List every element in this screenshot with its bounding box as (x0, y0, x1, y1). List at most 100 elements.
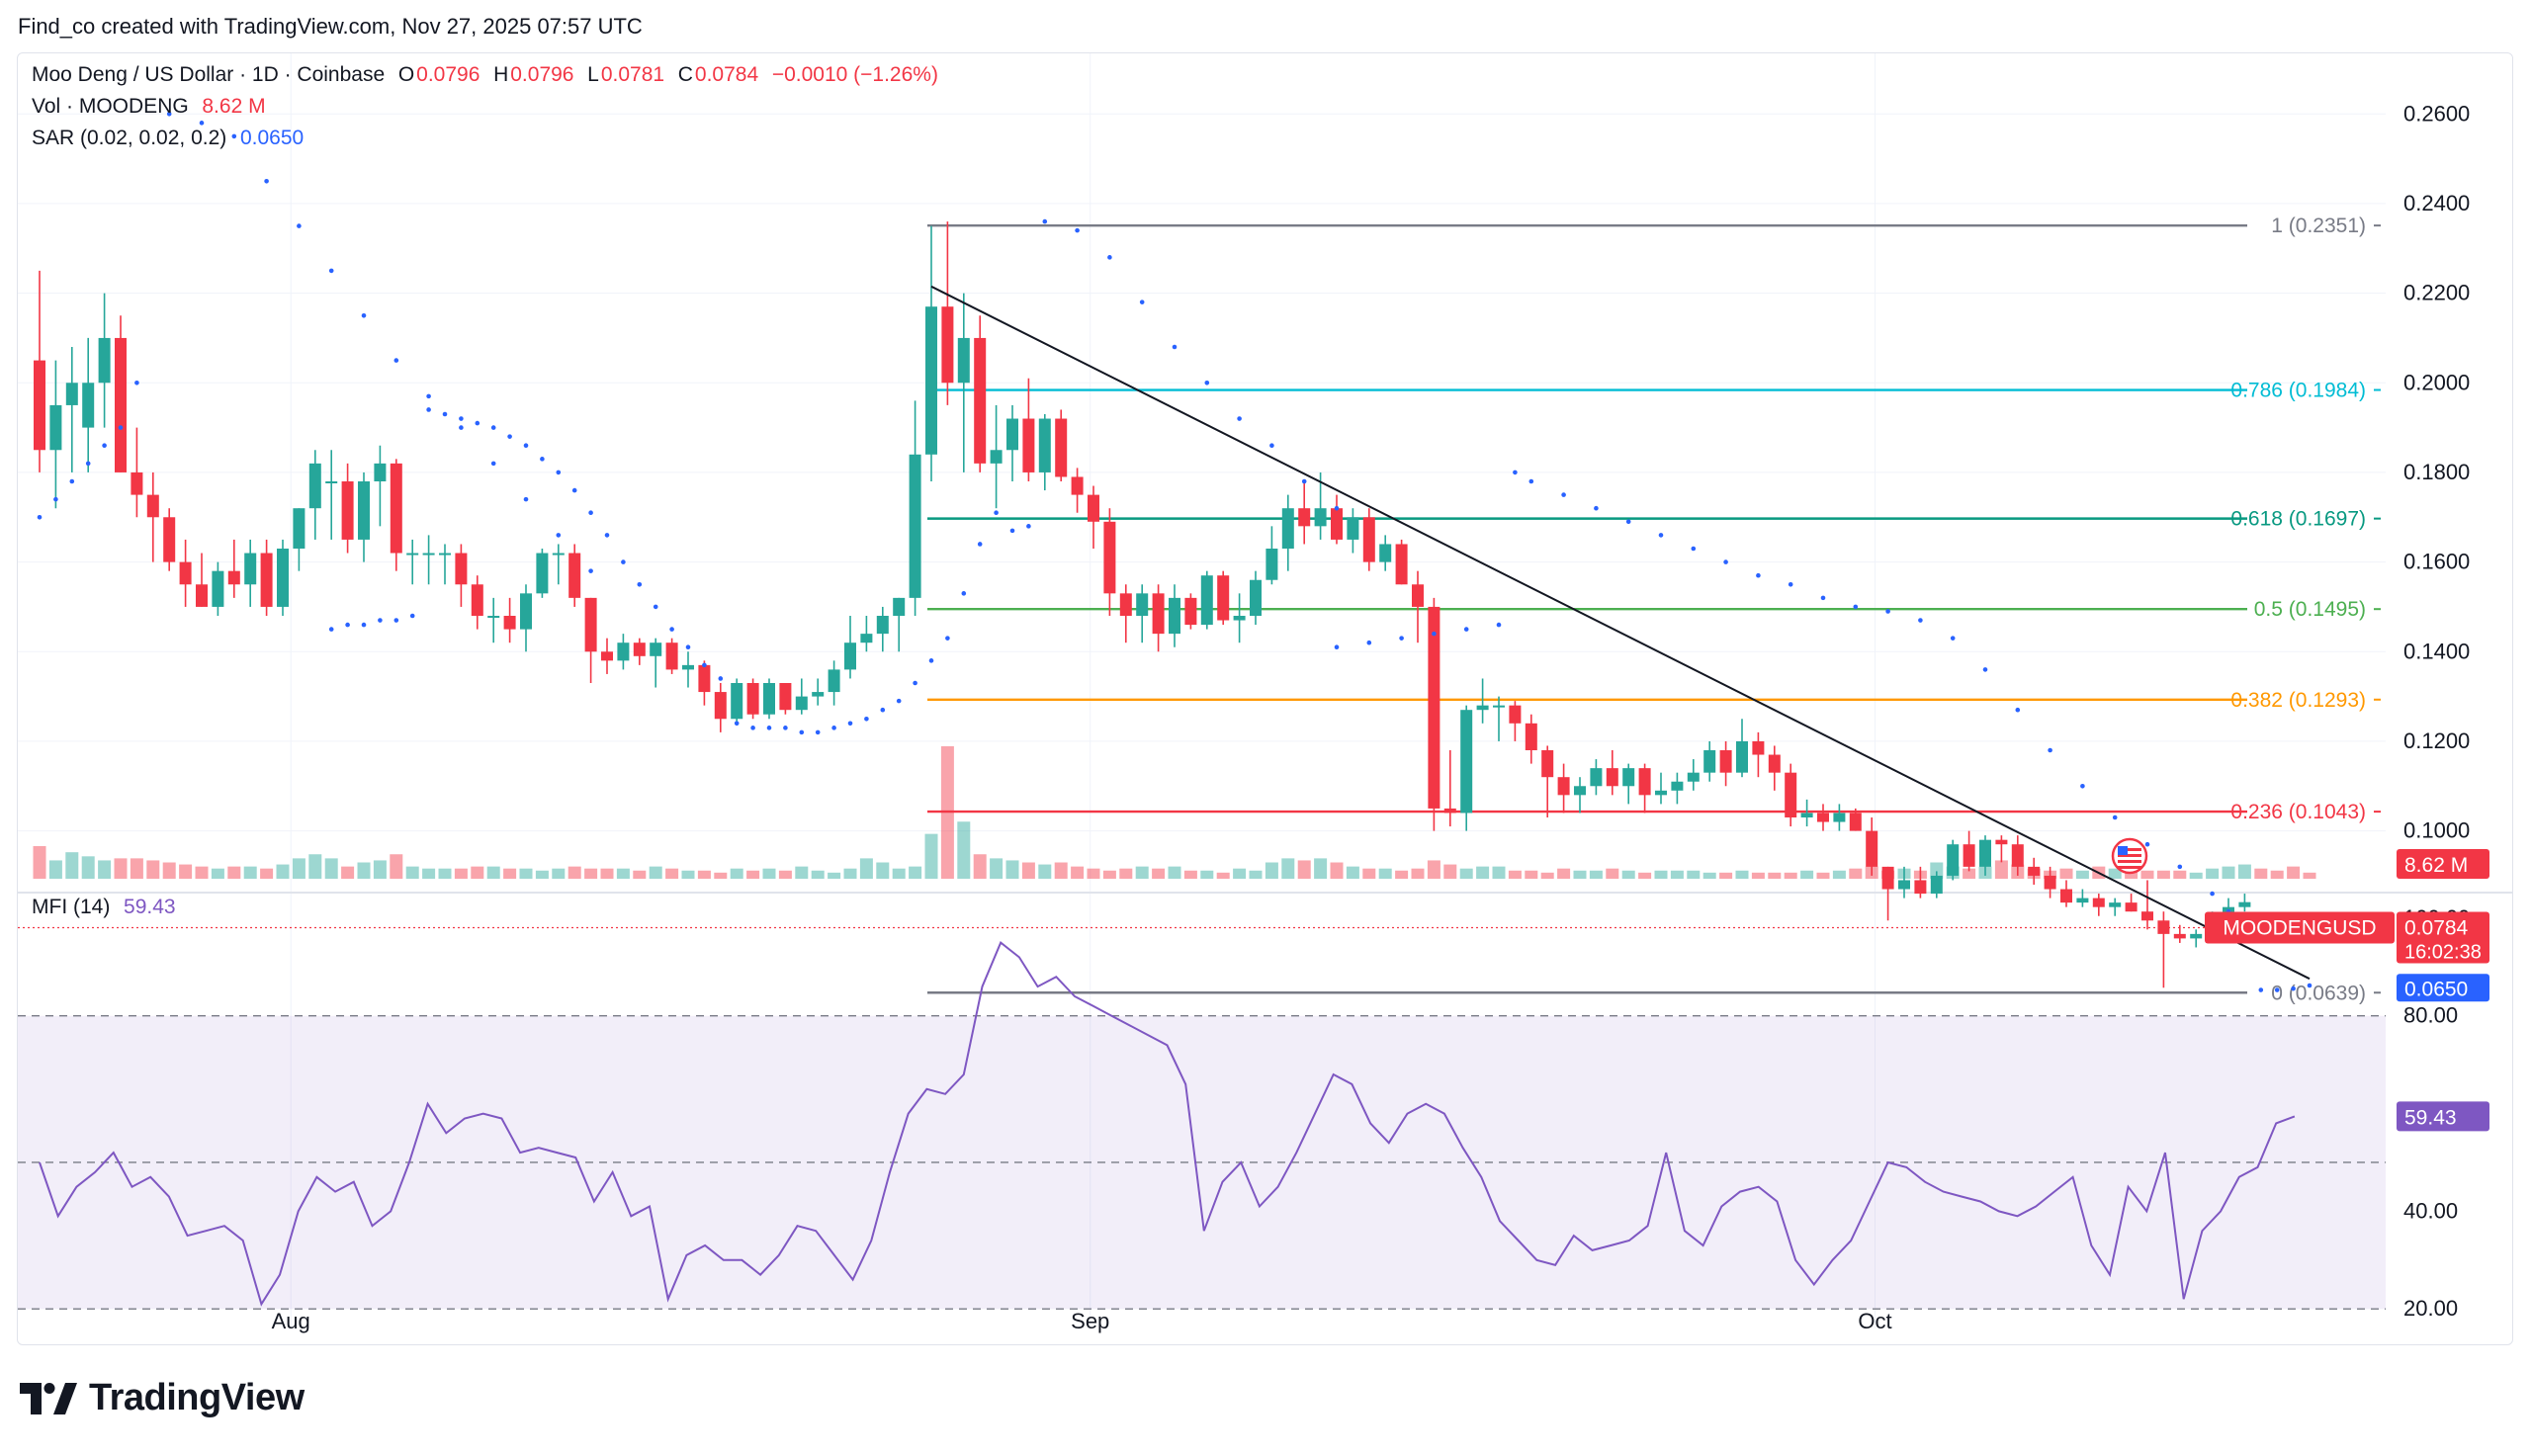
candle-down (2044, 875, 2056, 890)
sar-dot (734, 721, 740, 727)
volume-bar (486, 866, 500, 879)
sar-dot (896, 698, 902, 704)
high-label: H (493, 63, 509, 86)
price-axis-label: 0.2600 (2403, 101, 2470, 126)
volume-bar (714, 872, 728, 879)
sar-dot (1918, 618, 1923, 623)
fib-level-label: 0.236 (0.1043) (2230, 801, 2366, 823)
sar-dot (1009, 528, 1015, 534)
candle-up (358, 481, 370, 540)
low-label: L (587, 63, 599, 86)
volume-bar (1476, 866, 1490, 879)
candle-up (293, 508, 305, 549)
sar-dot (2177, 864, 2183, 870)
volume-bar (1411, 868, 1425, 879)
volume-bar (1784, 872, 1797, 879)
volume-bar (1249, 870, 1263, 879)
chart-frame: 1 (0.2351) 0.786 (0.1984) 0.618 (0.1697) 0.… (17, 52, 2513, 1345)
sar-dot (1658, 533, 1664, 538)
candle-up (374, 463, 387, 481)
sar-dot (1172, 344, 1178, 350)
candle-down (390, 463, 402, 554)
volume-bar (1119, 868, 1133, 879)
us-flag-stripe (2118, 860, 2141, 863)
fib-level-label: 0.618 (0.1697) (2230, 508, 2366, 531)
volume-bar (1135, 866, 1149, 879)
volume-bar (1378, 868, 1392, 879)
sar-dot (1237, 416, 1242, 421)
candle-up (1493, 705, 1505, 708)
volume-bar (81, 856, 95, 879)
sar-dot (718, 676, 724, 681)
sar-layer (37, 111, 2313, 992)
sar-dot (977, 542, 983, 547)
sar-dot (85, 461, 91, 467)
candle-down (115, 337, 127, 472)
candle-up (1736, 740, 1748, 773)
volume-bar (1265, 862, 1278, 879)
volume-bar (1930, 862, 1944, 879)
sar-dot (669, 627, 674, 632)
sar-dot (961, 591, 967, 596)
candle-down (665, 642, 678, 670)
time-axis-label: Aug (272, 1309, 310, 1333)
sar-dot (2112, 814, 2118, 820)
us-flag-canton (2118, 846, 2128, 855)
volume-bar (1508, 870, 1522, 879)
candle-up (682, 664, 694, 670)
chart-canvas[interactable]: 1 (0.2351) 0.786 (0.1984) 0.618 (0.1697) 0.… (18, 53, 2512, 1344)
volume-badge (2397, 849, 2489, 879)
candle-down (1963, 844, 1975, 867)
sar-dot (1625, 519, 1631, 525)
volume-bar (2303, 872, 2316, 879)
sar-dot (847, 721, 853, 727)
candle-down (1152, 593, 1165, 635)
candle-down (1849, 813, 1862, 831)
candle-down (1217, 575, 1230, 621)
low-value: 0.0781 (600, 63, 665, 86)
open-value: 0.0796 (416, 63, 480, 86)
price-axis-label: 0.2200 (2403, 281, 2470, 305)
price-axis-label: 0.1000 (2403, 818, 2470, 843)
volume-bar (2287, 866, 2301, 879)
fib-level-label: 0 (0.0639) (2271, 982, 2366, 1004)
candle-up (1460, 710, 1473, 814)
sar-dot (783, 726, 788, 730)
candle-up (795, 696, 808, 711)
candle-up (1930, 875, 1943, 895)
volume-bar (65, 852, 79, 879)
candle-down (34, 360, 45, 451)
tradingview-brand[interactable]: TradingView (20, 1377, 305, 1419)
candle-up (98, 337, 111, 384)
sar-dot (815, 729, 821, 735)
candle-down (1088, 494, 1099, 522)
price-axis-label: 0.1600 (2403, 550, 2470, 574)
candle-down (341, 481, 354, 540)
sar-dot (588, 510, 593, 516)
candle-up (1590, 768, 1603, 787)
candle-up (1476, 705, 1489, 711)
volume-bar (1963, 868, 1976, 879)
volume-bar (98, 860, 112, 879)
sar-dot (588, 568, 593, 573)
candle-down (503, 616, 516, 630)
candle-up (2190, 933, 2203, 939)
price-axis-label: 0.1800 (2403, 460, 2470, 484)
candle-up (244, 553, 257, 585)
symbol-badge (2205, 911, 2395, 944)
sar-dot (442, 411, 448, 417)
candle-up (325, 481, 338, 483)
fibonacci-layer: 1 (0.2351) 0.786 (0.1984) 0.618 (0.1697) 0.… (927, 214, 2381, 1004)
price-axis-label: 0.1200 (2403, 728, 2470, 753)
sar-dot (556, 533, 562, 538)
candle-down (1525, 723, 1537, 750)
price-axis-label: 0.1400 (2403, 639, 2470, 663)
sar-dot (831, 726, 836, 730)
volume-bar (454, 868, 468, 879)
candle-down (1638, 768, 1651, 796)
volume-bar (260, 868, 274, 879)
candle-down (584, 597, 597, 652)
volume-bar (600, 868, 614, 879)
sar-dot (523, 443, 529, 449)
